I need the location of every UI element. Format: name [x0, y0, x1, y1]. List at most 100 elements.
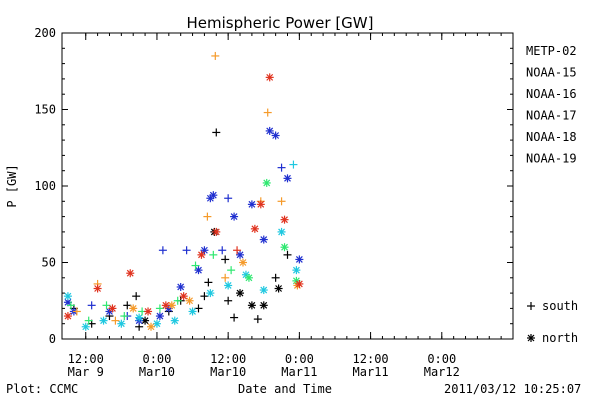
data-point-noaa-16 [188, 307, 197, 316]
x-tick-date-label: Mar10 [210, 365, 246, 379]
data-point-noaa-16 [224, 281, 233, 290]
data-point-metp-02 [212, 128, 221, 137]
data-point-noaa-15 [224, 194, 233, 203]
footer-x-axis-label: Date and Time [238, 382, 332, 396]
data-point-noaa-18 [277, 197, 286, 206]
data-point-noaa-17 [120, 312, 129, 321]
footer-timestamp: 2011/03/12 10:25:07 [444, 382, 582, 396]
data-point-noaa-16 [152, 319, 161, 328]
data-point-noaa-19 [126, 269, 135, 278]
data-point-noaa-15 [247, 200, 256, 209]
data-point-metp-02 [230, 313, 239, 322]
data-point-noaa-15 [194, 266, 203, 275]
marker-legend-symbol [527, 302, 535, 310]
data-point-noaa-17 [262, 178, 271, 187]
data-point-metp-02 [247, 301, 256, 310]
data-point-noaa-15 [271, 131, 280, 140]
data-points [63, 51, 304, 331]
marker-legend-symbol [527, 334, 535, 342]
x-tick-date-label: Mar11 [353, 365, 389, 379]
data-point-noaa-16 [99, 316, 108, 325]
x-tick-date-label: Mar10 [139, 365, 175, 379]
x-tick-label: 12:00 [353, 352, 389, 366]
data-point-noaa-18 [129, 304, 138, 313]
data-point-noaa-17 [191, 261, 200, 270]
y-tick-label: 150 [34, 103, 56, 117]
data-point-metp-02 [253, 315, 262, 324]
data-point-noaa-16 [206, 289, 215, 298]
marker-legend-label: north [542, 331, 578, 345]
data-point-metp-02 [283, 250, 292, 259]
data-point-metp-02 [123, 301, 132, 310]
data-point-noaa-18 [211, 51, 220, 60]
y-axis-label: P [GW] [5, 164, 19, 207]
data-point-noaa-18 [263, 108, 272, 117]
data-point-metp-02 [141, 316, 150, 325]
y-axis: 0 50 100 150 200 [34, 26, 513, 346]
y-tick-label: 100 [34, 179, 56, 193]
data-point-metp-02 [200, 292, 209, 301]
data-point-noaa-15 [182, 246, 191, 255]
data-point-noaa-19 [197, 250, 206, 259]
data-point-noaa-15 [200, 246, 209, 255]
x-tick-label: 0:00 [142, 352, 171, 366]
data-point-noaa-19 [295, 279, 304, 288]
data-point-noaa-16 [135, 313, 144, 322]
data-point-noaa-16 [81, 322, 90, 331]
data-point-noaa-18 [221, 273, 230, 282]
y-tick-label: 50 [42, 256, 56, 270]
plot-frame [61, 32, 514, 340]
x-tick-date-label: Mar 9 [68, 365, 104, 379]
x-tick-label: 12:00 [210, 352, 246, 366]
data-point-noaa-15 [295, 255, 304, 264]
legend: METP-02 NOAA-15 NOAA-16 NOAA-17 NOAA-18 NOAA-… [526, 44, 577, 166]
data-point-noaa-16 [63, 292, 72, 301]
data-point-noaa-19 [93, 284, 102, 293]
data-point-metp-02 [194, 304, 203, 313]
data-point-noaa-18 [238, 258, 247, 267]
data-point-noaa-17 [84, 316, 93, 325]
data-point-noaa-15 [209, 191, 218, 200]
footer-plot-credit: Plot: CCMC [6, 382, 79, 396]
data-point-metp-02 [259, 301, 268, 310]
data-point-metp-02 [132, 292, 141, 301]
legend-entry: NOAA-17 [526, 109, 577, 123]
x-tick-label: 0:00 [427, 352, 456, 366]
x-tick-date-label: Mar11 [281, 365, 317, 379]
data-point-noaa-17 [209, 250, 218, 259]
data-point-noaa-19 [212, 227, 221, 236]
data-point-noaa-16 [170, 316, 179, 325]
data-point-metp-02 [236, 289, 245, 298]
data-point-noaa-18 [72, 307, 81, 316]
data-point-noaa-19 [179, 292, 188, 301]
data-point-noaa-15 [236, 250, 245, 259]
data-point-noaa-18 [203, 212, 212, 221]
data-point-noaa-19 [108, 304, 117, 313]
data-point-noaa-19 [144, 307, 153, 316]
legend-entry: NOAA-19 [526, 152, 577, 166]
data-point-noaa-19 [250, 224, 259, 233]
x-tick-label: 0:00 [285, 352, 314, 366]
data-point-metp-02 [271, 273, 280, 282]
data-point-metp-02 [224, 296, 233, 305]
data-point-noaa-15 [158, 246, 167, 255]
data-point-noaa-15 [283, 174, 292, 183]
data-point-noaa-16 [277, 227, 286, 236]
data-point-noaa-17 [173, 296, 182, 305]
data-point-noaa-19 [233, 246, 242, 255]
legend-entry: METP-02 [526, 44, 577, 58]
data-point-noaa-16 [292, 266, 301, 275]
data-point-noaa-17 [155, 304, 164, 313]
legend-entry: NOAA-18 [526, 130, 577, 144]
data-point-metp-02 [221, 255, 230, 264]
data-point-noaa-17 [102, 301, 111, 310]
x-tick-label: 12:00 [68, 352, 104, 366]
data-point-noaa-19 [265, 73, 274, 82]
data-point-noaa-16 [259, 286, 268, 295]
data-point-noaa-17 [227, 266, 236, 275]
marker-legend: south north [527, 299, 578, 345]
data-point-noaa-15 [218, 246, 227, 255]
data-point-noaa-17 [66, 301, 75, 310]
data-point-noaa-15 [259, 235, 268, 244]
